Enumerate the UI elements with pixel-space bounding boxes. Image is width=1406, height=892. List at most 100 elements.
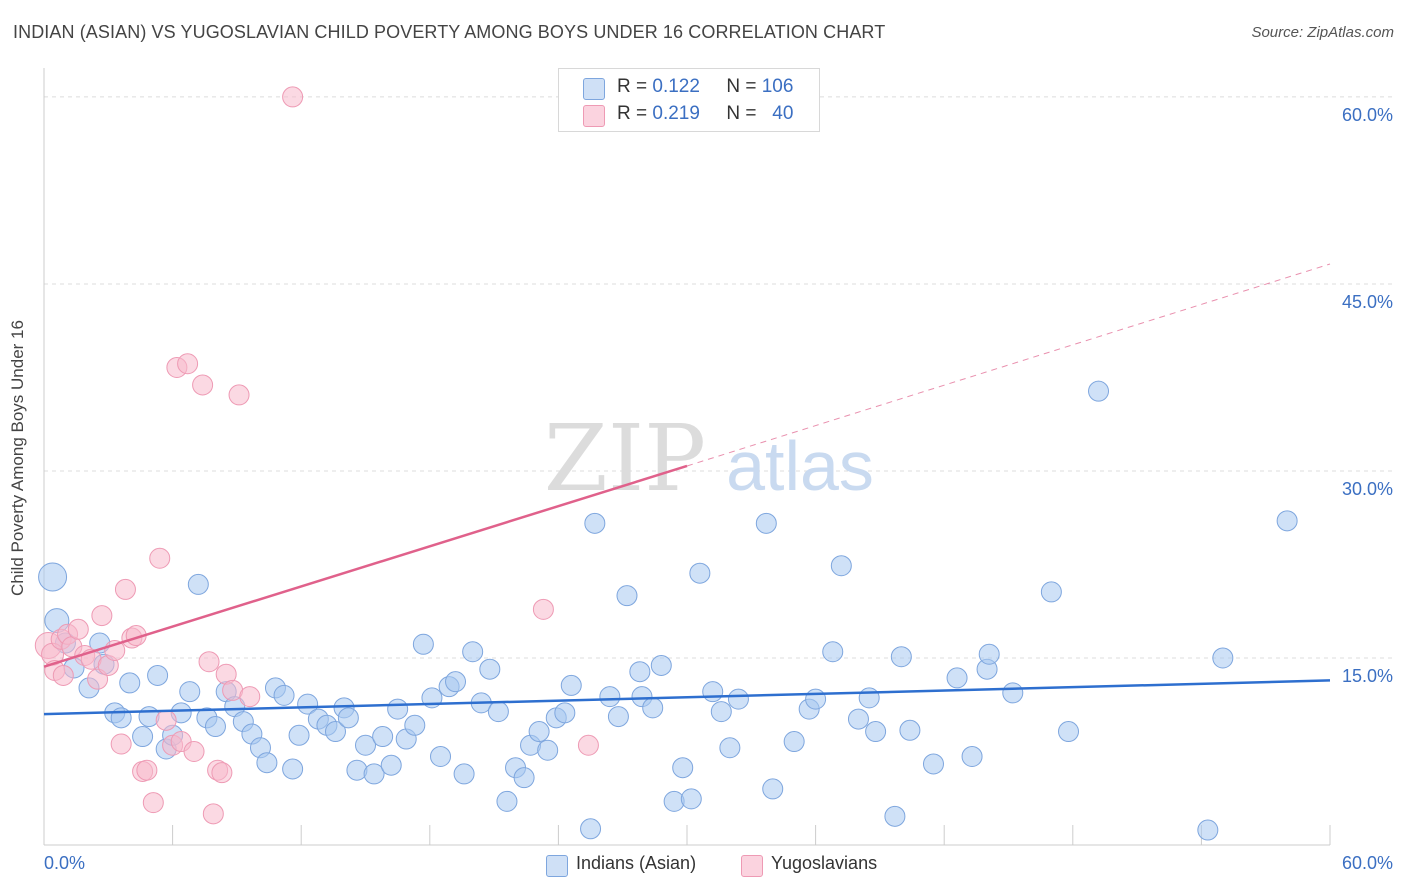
point-yugoslavians <box>91 605 113 627</box>
point-indians <box>537 739 559 761</box>
point-yugoslavians <box>239 686 261 708</box>
point-yugoslavians <box>183 740 205 762</box>
y-tick-label: 45.0% <box>1342 292 1393 312</box>
point-indians <box>1040 581 1062 603</box>
point-indians <box>355 734 376 756</box>
point-indians <box>1276 510 1298 532</box>
point-indians <box>702 681 724 703</box>
trend-line-yugoslavians <box>43 464 688 668</box>
point-yugoslavians <box>52 664 74 686</box>
point-indians <box>727 688 749 710</box>
point-indians <box>584 512 606 534</box>
series-swatch-indians <box>546 855 568 877</box>
point-yugoslavians <box>198 651 220 673</box>
point-indians <box>179 681 201 703</box>
point-yugoslavians <box>177 353 199 375</box>
legend-r-label: R = <box>617 76 648 97</box>
point-indians <box>961 745 983 767</box>
point-yugoslavians <box>155 709 177 731</box>
point-indians <box>642 697 664 719</box>
point-indians <box>978 643 1000 665</box>
watermark: ZIP atlas <box>544 405 874 512</box>
point-indians <box>719 737 741 759</box>
trend-line-yugoslavians-extension <box>686 263 1331 467</box>
point-indians <box>337 707 359 729</box>
point-indians <box>822 641 844 663</box>
point-indians <box>580 818 602 840</box>
point-indians <box>890 646 912 668</box>
axes <box>43 68 1331 846</box>
legend-r-label: R = <box>617 103 648 124</box>
point-indians <box>689 562 711 584</box>
point-indians <box>607 706 629 728</box>
point-indians <box>710 701 732 723</box>
legend-r-value: 0.219 <box>652 103 700 124</box>
point-indians <box>346 759 368 781</box>
legend-swatch-indians <box>583 78 605 100</box>
point-indians <box>599 686 621 708</box>
series-label-indians: Indians (Asian) <box>576 853 697 873</box>
point-indians <box>282 758 304 780</box>
watermark-zip: ZIP <box>544 405 706 512</box>
point-yugoslavians <box>192 374 214 396</box>
legend-r-value: 0.122 <box>652 76 700 97</box>
y-tick-label: 30.0% <box>1342 479 1393 499</box>
point-indians <box>847 708 869 730</box>
trend-line-indians <box>43 679 1331 716</box>
point-indians <box>805 688 827 710</box>
point-indians <box>528 721 550 743</box>
point-indians <box>404 714 426 736</box>
legend-swatch-yugoslavians <box>583 105 605 127</box>
point-indians <box>899 719 921 741</box>
legend-n-value: 40 <box>772 103 794 124</box>
y-tick-label: 15.0% <box>1342 666 1393 686</box>
point-yugoslavians <box>110 733 132 755</box>
point-yugoslavians <box>532 598 554 620</box>
point-indians <box>273 684 295 706</box>
point-indians <box>387 698 409 720</box>
series-legend: Indians (Asian) Yugoslavians <box>0 852 1406 878</box>
point-indians <box>462 641 484 663</box>
point-yugoslavians <box>136 759 158 781</box>
point-indians <box>256 752 278 774</box>
point-indians <box>132 726 154 748</box>
point-indians <box>616 585 638 607</box>
point-indians <box>783 731 805 753</box>
point-indians <box>1002 682 1024 704</box>
trend-lines <box>43 263 1331 716</box>
point-yugoslavians <box>282 86 304 108</box>
point-indians <box>1088 380 1110 402</box>
legend-n-label: N = <box>726 76 757 97</box>
legend-n-label: N = <box>726 103 757 124</box>
point-indians <box>380 754 402 776</box>
point-indians <box>38 562 68 592</box>
point-indians <box>297 693 319 715</box>
point-indians <box>680 788 702 810</box>
point-indians <box>650 654 672 676</box>
point-indians <box>412 633 434 655</box>
point-indians <box>554 702 576 724</box>
point-indians <box>204 716 226 738</box>
point-indians <box>453 763 475 785</box>
y-tick-label: 60.0% <box>1342 105 1393 125</box>
point-indians <box>187 573 209 595</box>
point-indians <box>755 512 777 534</box>
point-indians <box>138 706 160 728</box>
x-tick-label-min: 0.0% <box>44 853 85 873</box>
point-indians <box>858 687 880 709</box>
point-indians <box>445 671 467 693</box>
point-indians <box>1212 647 1234 669</box>
point-yugoslavians <box>577 734 599 756</box>
point-indians <box>1197 819 1219 841</box>
gridlines <box>44 96 1395 659</box>
series-swatch-yugoslavians <box>741 855 763 877</box>
point-indians <box>430 745 452 767</box>
point-indians <box>560 674 582 696</box>
point-indians <box>147 664 169 686</box>
point-indians <box>946 667 968 689</box>
legend-n-value: 106 <box>761 76 794 97</box>
point-indians <box>629 661 651 683</box>
point-yugoslavians <box>114 578 136 600</box>
tick-labels: 15.0% 30.0% 45.0% 60.0% 0.0% 60.0% <box>44 105 1393 873</box>
